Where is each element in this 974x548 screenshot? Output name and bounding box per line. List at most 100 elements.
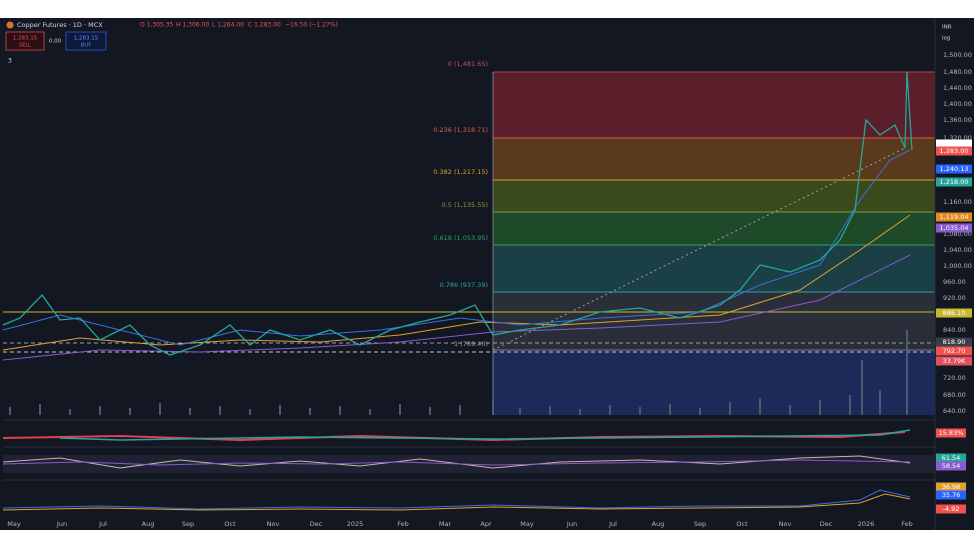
indicator-tag-label: 35.76 — [942, 491, 961, 499]
price-tag-label: 1,291.67 — [940, 140, 969, 148]
indicator-tag — [936, 482, 966, 492]
price-scale-label: 640.00 — [943, 407, 966, 415]
zone — [493, 212, 935, 245]
time-axis-label: Sep — [694, 520, 706, 528]
price-tag-label: 1,035.04 — [940, 224, 969, 232]
price-scale-label: 720.00 — [943, 374, 966, 382]
time-axis-label: May — [7, 520, 21, 528]
zone — [493, 350, 935, 415]
price-series — [2, 71, 913, 356]
price-tag — [936, 223, 972, 233]
symbol[interactable]: Copper Futures · 1D · MCX — [17, 21, 103, 29]
time-axis-label: 2026 — [858, 520, 875, 528]
time-axis-label: Feb — [901, 520, 913, 528]
moving-average — [2, 149, 911, 346]
spread: 0.00 — [49, 39, 62, 45]
zone — [493, 72, 935, 138]
indicator-count[interactable]: 3 — [8, 58, 12, 65]
trend-line — [492, 147, 906, 351]
indicator-line — [59, 429, 911, 441]
price-scale-label: 1,040.00 — [943, 246, 972, 254]
buy-label: BUY — [81, 43, 92, 49]
ohlc-change: −16.50 (−1.27%) — [285, 22, 338, 29]
dynamic-labels: 1,500.00 1,480.00 1,440.00 1,400.00 1,360.00… — [7, 51, 972, 528]
indicator-line — [2, 493, 911, 511]
ohlc-close: C 1,283.00 — [248, 22, 281, 29]
price-tag — [936, 146, 972, 156]
time-axis-label: Nov — [267, 520, 280, 528]
indicator-tag — [936, 453, 966, 463]
time-axis-label: Jul — [608, 520, 617, 528]
time-axis-label: Dec — [820, 520, 833, 528]
sell-label: SELL — [19, 43, 31, 49]
indicator-tag — [936, 490, 966, 500]
currency[interactable]: INR — [942, 25, 952, 31]
price-tag — [936, 308, 972, 318]
price-scale-label: 1,000.00 — [943, 262, 972, 270]
price-tag-label: 886.10 — [943, 309, 966, 317]
price-tag — [936, 177, 972, 187]
scale-mode[interactable]: log — [942, 36, 950, 42]
time-axis-label: Oct — [224, 520, 236, 528]
time-axis-label: Nov — [779, 520, 792, 528]
moving-average — [2, 254, 911, 361]
zone — [493, 245, 935, 292]
price-scale-label: 1,500.00 — [943, 51, 972, 59]
price-scale-label: 1,080.00 — [943, 230, 972, 238]
indicator-tag-label: 61.54 — [942, 454, 961, 462]
price-scale-label: 1,320.00 — [943, 134, 972, 142]
price-scale-label: 1,480.00 — [943, 68, 972, 76]
time-axis-label: Feb — [397, 520, 409, 528]
fib-label: 0 (1,481.65) — [448, 60, 488, 68]
indicator-tag-label: 58.54 — [942, 462, 961, 470]
fib-zones — [492, 71, 935, 415]
indicator-tag-label: -4.92 — [943, 505, 960, 513]
indicator-line — [2, 489, 911, 510]
price-tag — [936, 212, 972, 222]
volume-bars — [9, 330, 908, 415]
zone — [493, 180, 935, 212]
price-tag — [936, 337, 972, 347]
price-tag-label: 792.70 — [943, 347, 966, 355]
indicator-tag-label: 15.83% — [939, 429, 964, 437]
time-axis-label: 2025 — [347, 520, 364, 528]
price-scale-label: 1,400.00 — [943, 100, 972, 108]
moving-average — [2, 214, 911, 351]
fib-label: 0.236 (1,318.71) — [433, 126, 488, 134]
fib-label: 0.5 (1,135.55) — [442, 201, 488, 209]
zone — [493, 292, 935, 350]
indicator-line — [2, 459, 911, 466]
time-axis-label: Dec — [310, 520, 323, 528]
price-tag — [936, 139, 972, 149]
indicator-tag-label: 36.98 — [942, 483, 961, 491]
sell-button[interactable] — [5, 31, 45, 51]
time-axis-label: Apr — [480, 520, 492, 528]
buy-button[interactable] — [65, 31, 107, 51]
time-axis-label: Aug — [652, 520, 665, 528]
time-axis-label: Oct — [736, 520, 748, 528]
price-tag-label: 818.90 — [943, 338, 966, 346]
price-tag — [936, 346, 972, 356]
price-scale-label: 680.00 — [943, 391, 966, 399]
price-tag-label: 1,283.00 — [940, 147, 969, 155]
price-scale-label: 1,360.00 — [943, 116, 972, 124]
indicator-tag — [936, 428, 966, 438]
sell-price: 1,283.15 — [13, 36, 38, 42]
ohlc-open: O 1,305.35 — [140, 22, 174, 29]
price-tag-label: 1,218.00 — [940, 178, 969, 186]
ohlc-high: H 1,306.00 — [176, 22, 209, 29]
indicator-line — [2, 455, 911, 469]
time-axis-label: Mar — [439, 520, 452, 528]
price-tag-label: 1,240.13 — [940, 165, 969, 173]
fib-label: 1 (789.40) — [454, 340, 488, 348]
indicator-tag — [936, 504, 966, 514]
time-axis-label: Jul — [98, 520, 107, 528]
time-axis-label: May — [520, 520, 534, 528]
fib-label: 0.786 (937.39) — [440, 281, 489, 289]
zone — [493, 138, 935, 180]
price-scale-label: 1,160.00 — [943, 198, 972, 206]
price-tag-label: 33.79K — [943, 357, 967, 365]
price-tag-label: 1,119.04 — [940, 213, 969, 221]
price-scale-label: 960.00 — [943, 278, 966, 286]
